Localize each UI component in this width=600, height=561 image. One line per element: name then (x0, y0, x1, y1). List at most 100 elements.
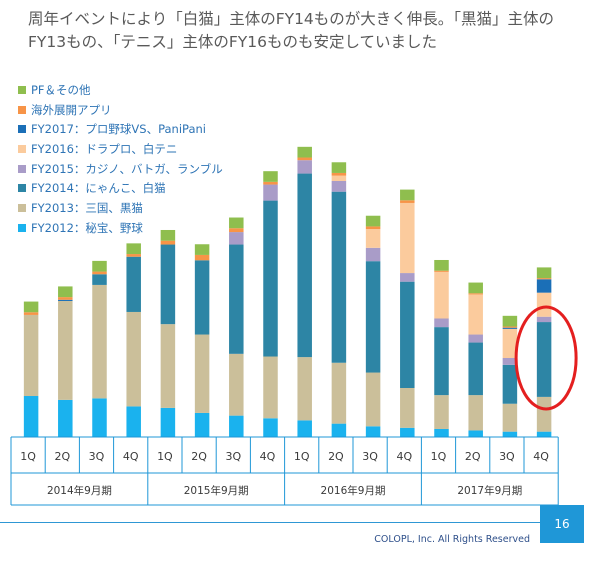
legend-swatch (18, 125, 26, 134)
bar-segment-q11-s1 (365, 426, 381, 437)
legend-swatch (18, 184, 26, 193)
bar-segment-q2-s1 (58, 399, 73, 438)
bar-segment-q4-s7 (126, 254, 141, 257)
bar-segment-q13-s4 (434, 318, 449, 328)
bar-segment-q9-s8 (297, 146, 312, 158)
category-label: 2Q (191, 450, 207, 463)
bar-segment-q10-s4 (331, 180, 347, 192)
bar-segment-q15-s1 (502, 431, 518, 437)
category-label: 1Q (157, 450, 173, 463)
bar-segment-q14-s3 (468, 342, 483, 396)
bar-segment-q5-s3 (160, 244, 176, 325)
bar-segment-q7-s7 (229, 228, 244, 233)
legend-label: FY2016：ドラプロ、白テニ (31, 141, 178, 156)
legend-swatch (18, 144, 26, 153)
footer-divider (0, 522, 540, 523)
fiscal-year-group-label: 2016年9月期 (321, 484, 386, 497)
bar-segment-q11-s5 (365, 229, 381, 248)
bar-segment-q1-s7 (23, 312, 39, 315)
legend-swatch (18, 105, 26, 114)
copyright-text: COLOPL, Inc. All Rights Reserved (374, 534, 530, 545)
category-axis: 1Q 2Q 3Q 4Q 1Q 2Q 3Q 4Q 1Q 2Q 3Q 4Q 1Q 2Q 3Q 4Q 2014年9月期… (10, 436, 559, 506)
legend-item: FY2016：ドラプロ、白テニ (18, 139, 223, 159)
bar-segment-q9-s4 (297, 160, 312, 174)
fiscal-year-group-label: 2017年9月期 (457, 484, 522, 497)
chart-legend: PF＆その他 海外展開アプリ FY2017：プロ野球VS、PaniPani FY201… (18, 80, 223, 238)
bar-segment-q14-s8 (468, 282, 483, 294)
bar-segment-q12-s5 (400, 202, 415, 274)
bar-segment-q4-s1 (126, 406, 141, 437)
category-label: 3Q (362, 450, 378, 463)
legend-swatch (18, 164, 26, 173)
bar-segment-q15-s3 (502, 364, 518, 404)
bar-segment-q14-s5 (468, 294, 483, 335)
bar-segment-q2-s6 (58, 299, 73, 301)
fiscal-year-group-label: 2015年9月期 (184, 484, 249, 497)
bar-segment-q10-s3 (331, 191, 347, 363)
page-title: 周年イベントにより「白猫」主体のFY14ものが大きく伸長。「黒猫」主体の FY1… (28, 8, 588, 54)
bar-segment-q11-s8 (365, 215, 381, 227)
legend-label: FY2012：秘宝、野球 (31, 220, 143, 235)
bar-segment-q6-s8 (194, 244, 210, 255)
bar-segment-q3-s1 (92, 398, 107, 437)
bar-segment-q7-s3 (229, 244, 244, 354)
legend-item: FY2013：三国、黒猫 (18, 198, 223, 218)
bar-segment-q1-s1 (23, 396, 39, 437)
bar-segment-q7-s2 (229, 353, 244, 416)
bar-segment-q12-s3 (400, 281, 415, 388)
bar-segment-q5-s7 (160, 240, 176, 245)
legend-swatch (18, 85, 26, 94)
bar-segment-q8-s2 (263, 356, 278, 419)
legend-swatch (18, 223, 26, 232)
bar-segment-q4-s3 (126, 256, 141, 312)
bar-segment-q13-s7 (434, 270, 449, 272)
category-label: 2Q (328, 450, 344, 463)
bar-segment-q16-s8 (536, 267, 552, 279)
bar-segment-q16-s6 (536, 279, 552, 293)
bar-area (23, 146, 552, 438)
bar-segment-q10-s1 (331, 423, 347, 437)
bar-segment-q5-s1 (160, 407, 176, 437)
bar-segment-q10-s8 (331, 162, 347, 173)
bar-segment-q16-s5 (536, 292, 552, 317)
bar-segment-q9-s2 (297, 357, 312, 421)
bar-segment-q7-s1 (229, 415, 244, 437)
legend-item: FY2015：カジノ、バトガ、ランブル (18, 159, 223, 179)
bar-segment-q5-s8 (160, 229, 176, 241)
category-label: 1Q (20, 450, 36, 463)
legend-item: FY2017：プロ野球VS、PaniPani (18, 119, 223, 139)
title-line-2: FY13もの、「テニス」主体のFY16ものも安定していました (28, 33, 438, 51)
bar-segment-q1-s8 (23, 301, 39, 313)
legend-swatch (18, 203, 26, 212)
bar-segment-q10-s2 (331, 362, 347, 424)
bar-segment-q13-s8 (434, 259, 449, 271)
bar-segment-q3-s8 (92, 260, 107, 272)
bar-segment-q15-s5 (502, 328, 518, 358)
bar-segment-q6-s2 (194, 334, 210, 413)
category-label: 4Q (260, 450, 276, 463)
bar-segment-q3-s7 (92, 271, 107, 275)
bar-segment-q16-s3 (536, 322, 552, 397)
bar-segment-q12-s7 (400, 200, 415, 203)
bar-segment-q13-s1 (434, 428, 449, 437)
bar-segment-q8-s3 (263, 200, 278, 357)
category-label: 4Q (533, 450, 549, 463)
bar-segment-q15-s8 (502, 315, 518, 327)
bar-segment-q8-s1 (263, 418, 278, 437)
legend-item: FY2012：秘宝、野球 (18, 218, 223, 238)
bar-segment-q16-s2 (536, 396, 552, 432)
bar-segment-q11-s2 (365, 372, 381, 427)
bar-segment-q15-s2 (502, 403, 518, 432)
legend-label: FY2013：三国、黒猫 (31, 200, 143, 215)
page-number-badge: 16 (540, 505, 584, 543)
category-label: 3Q (89, 450, 105, 463)
bar-segment-q10-s7 (331, 172, 347, 176)
bar-segment-q11-s7 (365, 226, 381, 230)
legend-label: FY2014：にゃんこ、白猫 (31, 181, 166, 196)
bar-segment-q16-s1 (536, 431, 552, 437)
bar-segment-q15-s6 (502, 327, 518, 329)
bar-segment-q11-s3 (365, 261, 381, 373)
bar-segment-q4-s8 (126, 243, 141, 255)
category-label: 3Q (225, 450, 241, 463)
title-line-1: 周年イベントにより「白猫」主体のFY14ものが大きく伸長。「黒猫」主体の (28, 10, 555, 28)
